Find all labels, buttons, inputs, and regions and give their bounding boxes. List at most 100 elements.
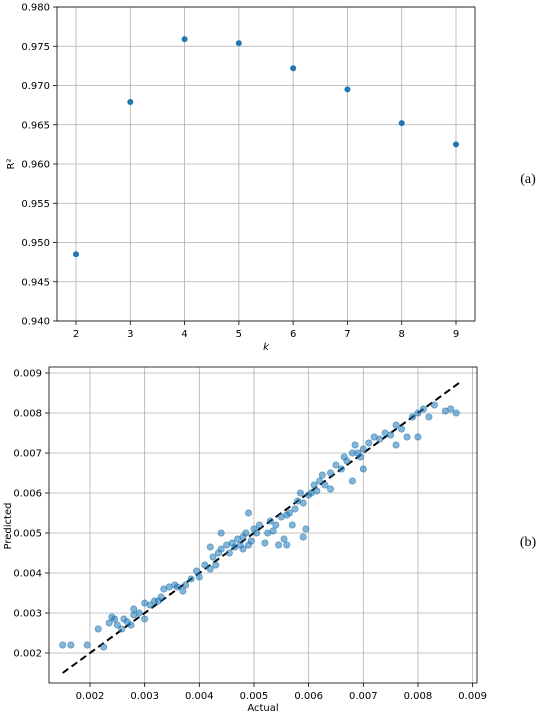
y-tick-label: 0.002: [13, 649, 42, 660]
data-point: [135, 609, 143, 617]
x-tick-label: 3: [127, 329, 133, 340]
y-tick-label: 0.975: [21, 42, 50, 53]
data-point: [206, 565, 214, 573]
data-point: [327, 485, 335, 493]
y-tick-label: 0.006: [13, 489, 42, 500]
x-tick-label: 0.006: [294, 691, 323, 702]
data-point: [111, 615, 119, 623]
data-point: [408, 413, 416, 421]
data-point: [452, 409, 460, 417]
data-point: [419, 405, 427, 413]
y-tick-label: 0.008: [13, 409, 42, 420]
data-point: [337, 465, 345, 473]
data-point: [348, 477, 356, 485]
y-ticks-b: 0.002 0.003 0.004 0.005 0.006 0.007 0.008 0.009: [13, 369, 49, 660]
data-point: [447, 405, 455, 413]
data-point: [59, 641, 67, 649]
data-point: [414, 433, 422, 441]
x-ticks-b: 0.002 0.003 0.004 0.005 0.006 0.007 0.008 0.009: [76, 683, 487, 702]
y-axis-label-a: R²: [6, 159, 17, 170]
data-point: [118, 625, 126, 633]
plot-frame-b: [48, 366, 478, 684]
data-point: [255, 521, 263, 529]
data-point: [392, 441, 400, 449]
data-point: [299, 499, 307, 507]
data-points-a: [73, 36, 459, 258]
chart-panel-b: 0.002 0.003 0.004 0.005 0.006 0.007 0.008 0.009…: [3, 366, 537, 714]
data-point: [398, 425, 406, 433]
grid-b: [49, 367, 477, 683]
data-point: [453, 141, 459, 148]
data-point: [269, 527, 277, 535]
data-point: [316, 477, 324, 485]
data-point: [217, 545, 225, 553]
panel-label-b: (b): [520, 535, 537, 550]
y-axis-label-b: Predicted: [3, 503, 14, 550]
data-point: [187, 575, 195, 583]
y-tick-label: 0.955: [21, 199, 50, 210]
data-point: [280, 535, 288, 543]
data-point: [212, 561, 220, 569]
y-tick-label: 0.009: [13, 369, 42, 380]
data-point: [357, 453, 365, 461]
x-tick-label: 6: [290, 329, 296, 340]
x-tick-label: 0.009: [458, 691, 487, 702]
data-point: [141, 599, 149, 607]
x-axis-label-b: Actual: [247, 703, 278, 714]
x-tick-label: 0.008: [404, 691, 433, 702]
y-tick-label: 0.940: [21, 317, 50, 328]
data-point: [359, 465, 367, 473]
data-point: [332, 461, 340, 469]
data-point: [430, 401, 438, 409]
data-point: [182, 581, 190, 589]
data-point: [181, 36, 188, 43]
y-tick-label: 0.007: [13, 449, 42, 460]
x-tick-label: 2: [73, 329, 79, 340]
data-point: [127, 621, 135, 629]
data-point: [376, 435, 384, 443]
data-point: [130, 605, 138, 613]
x-tick-label: 0.003: [130, 691, 159, 702]
data-point: [313, 487, 321, 495]
data-point: [245, 509, 253, 517]
data-point: [67, 641, 75, 649]
x-tick-label: 0.004: [185, 691, 214, 702]
data-point: [275, 541, 283, 549]
data-point: [266, 517, 274, 525]
data-points-b: [59, 401, 460, 651]
data-point: [83, 641, 91, 649]
x-ticks-a: 2 3 4 5 6 7 8 9: [73, 321, 459, 340]
data-point: [73, 251, 79, 258]
data-point: [100, 643, 108, 651]
panel-label-a: (a): [520, 172, 536, 187]
x-axis-label-a: k: [263, 342, 270, 353]
data-point: [141, 615, 149, 623]
data-point: [179, 587, 187, 595]
y-tick-label: 0.003: [13, 609, 42, 620]
data-point: [387, 431, 395, 439]
data-point: [127, 98, 134, 105]
data-point: [253, 529, 261, 537]
data-point: [288, 521, 296, 529]
data-point: [242, 529, 250, 537]
data-point: [157, 593, 165, 601]
data-point: [283, 541, 291, 549]
data-point: [344, 86, 351, 93]
y-tick-label: 0.980: [21, 3, 50, 14]
y-tick-label: 0.005: [13, 529, 42, 540]
x-tick-label: 0.005: [240, 691, 269, 702]
data-point: [359, 445, 367, 453]
data-point: [225, 549, 233, 557]
x-tick-label: 9: [453, 329, 459, 340]
data-point: [261, 539, 269, 547]
data-point: [235, 40, 242, 47]
data-point: [318, 471, 326, 479]
data-point: [290, 65, 297, 72]
data-point: [173, 583, 181, 591]
data-point: [105, 619, 113, 627]
x-tick-label: 0.002: [76, 691, 105, 702]
data-point: [414, 409, 422, 417]
data-point: [403, 433, 411, 441]
data-point: [201, 561, 209, 569]
